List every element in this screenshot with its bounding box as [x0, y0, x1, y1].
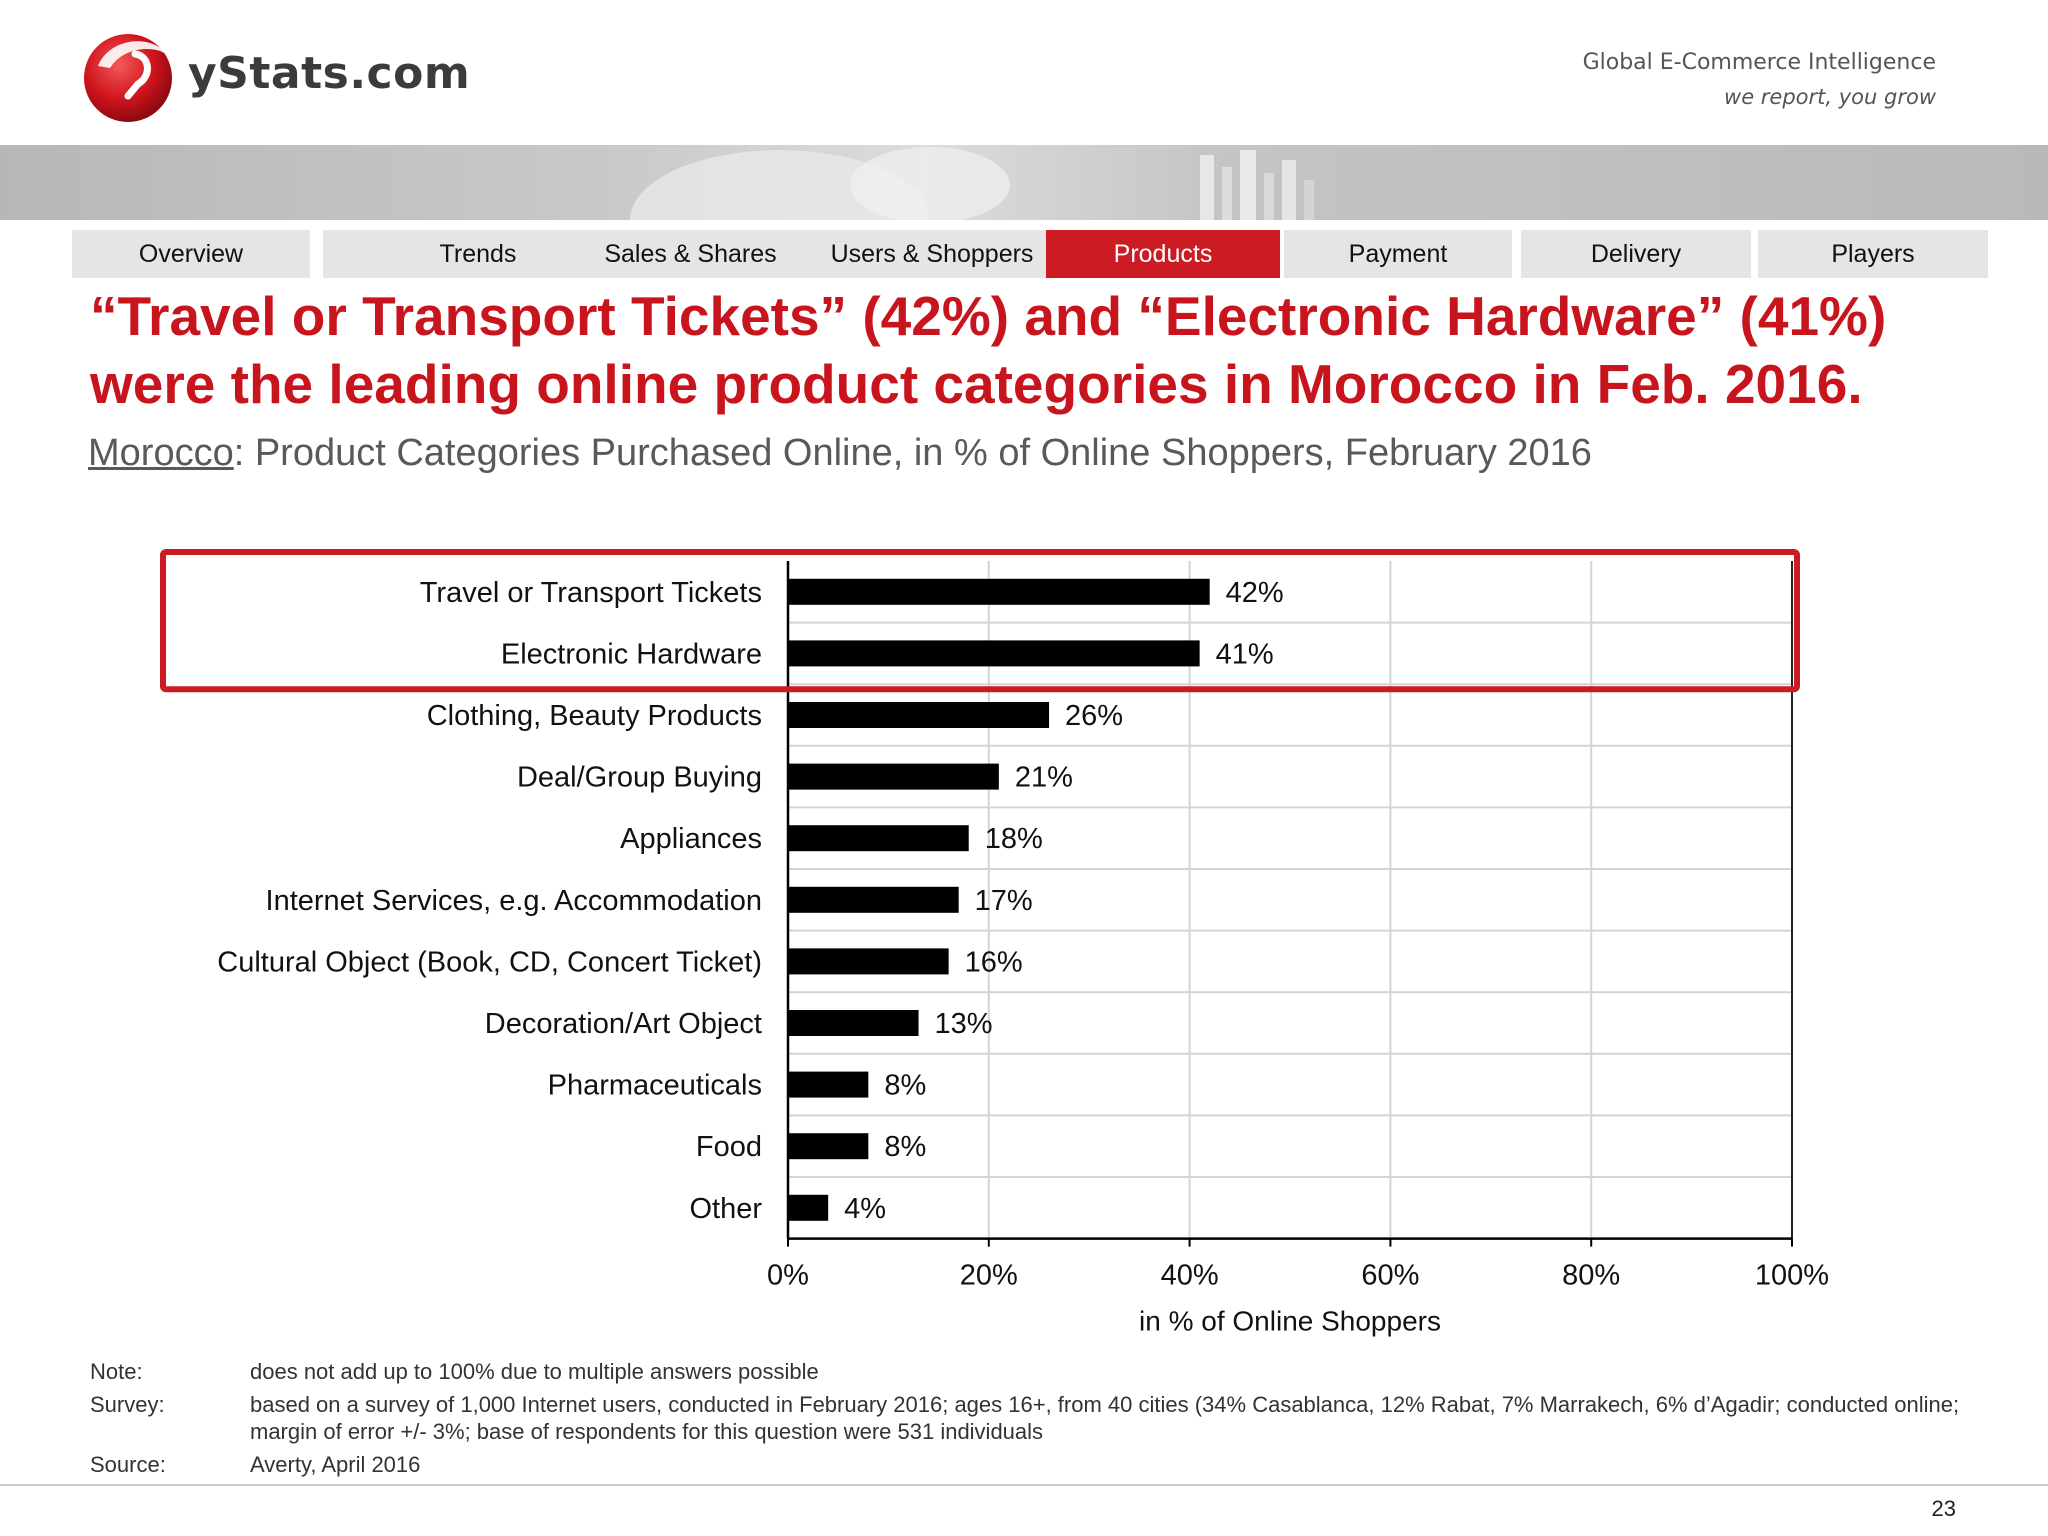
- value-label: 21%: [1015, 762, 1073, 794]
- tab-delivery[interactable]: Delivery: [1521, 230, 1751, 278]
- category-label: Internet Services, e.g. Accommodation: [266, 885, 762, 917]
- tagline: Global E-Commerce Intelligence we report…: [1583, 50, 1936, 109]
- bar: [788, 825, 969, 852]
- x-tick-label: 40%: [1161, 1260, 1219, 1292]
- section-nav: Overview Trends Sales & Shares Users & S…: [72, 230, 1990, 278]
- header-banner: [0, 145, 2048, 220]
- source-key: Source:: [90, 1452, 166, 1477]
- logo-text: yStats.com: [188, 48, 471, 99]
- ystats-logo-mark-icon: [84, 34, 172, 122]
- category-label: Electronic Hardware: [501, 638, 762, 670]
- x-tick-label: 20%: [960, 1260, 1018, 1292]
- bar: [788, 1133, 869, 1160]
- category-label: Clothing, Beauty Products: [427, 700, 762, 732]
- footer-divider: [0, 1484, 2048, 1486]
- value-label: 4%: [844, 1193, 886, 1225]
- x-tick-label: 0%: [767, 1260, 809, 1292]
- bar: [788, 578, 1210, 605]
- note-key: Note:: [90, 1359, 143, 1384]
- survey-key: Survey:: [90, 1392, 165, 1417]
- bar: [788, 702, 1050, 728]
- bar: [788, 1194, 829, 1221]
- x-tick-label: 60%: [1361, 1260, 1419, 1292]
- value-label: 26%: [1065, 700, 1123, 732]
- chart-subtitle: Morocco: Product Categories Purchased On…: [88, 432, 1592, 475]
- subtitle-country[interactable]: Morocco: [88, 432, 234, 474]
- survey-text: based on a survey of 1,000 Internet user…: [250, 1392, 1960, 1444]
- note-row: Note: does not add up to 100% due to mul…: [90, 1358, 1970, 1385]
- tab-overview[interactable]: Overview: [72, 230, 310, 278]
- subtitle-text: : Product Categories Purchased Online, i…: [233, 432, 1592, 474]
- notes-section: Note: does not add up to 100% due to mul…: [90, 1358, 1970, 1484]
- tab-payment[interactable]: Payment: [1284, 230, 1512, 278]
- page-number: 23: [1931, 1496, 1956, 1521]
- value-label: 8%: [884, 1131, 926, 1163]
- tagline-line-2: we report, you grow: [1724, 85, 1936, 109]
- note-text: does not add up to 100% due to multiple …: [250, 1359, 819, 1384]
- value-label: 8%: [884, 1070, 926, 1102]
- x-tick-label: 100%: [1755, 1260, 1829, 1292]
- category-label: Pharmaceuticals: [548, 1070, 762, 1102]
- x-axis-title: in % of Online Shoppers: [1139, 1306, 1441, 1337]
- bar: [788, 1071, 869, 1098]
- value-label: 18%: [985, 823, 1043, 855]
- value-label: 17%: [975, 885, 1033, 917]
- value-label: 42%: [1226, 577, 1284, 609]
- category-label: Deal/Group Buying: [517, 762, 762, 794]
- category-label: Appliances: [620, 823, 762, 855]
- ystats-logo[interactable]: yStats.com: [80, 26, 500, 136]
- value-label: 41%: [1216, 638, 1274, 670]
- header: yStats.com Global E-Commerce Intelligenc…: [0, 0, 2048, 145]
- source-text: Averty, April 2016: [250, 1452, 421, 1477]
- category-label: Other: [689, 1193, 762, 1225]
- survey-row: Survey: based on a survey of 1,000 Inter…: [90, 1391, 1970, 1445]
- tab-sales-shares[interactable]: Sales & Shares: [570, 230, 811, 278]
- bar: [788, 1010, 919, 1036]
- bar: [788, 763, 999, 790]
- banner-decoration: [630, 147, 1314, 220]
- category-label: Decoration/Art Object: [485, 1008, 762, 1040]
- value-label: 13%: [935, 1008, 993, 1040]
- value-label: 16%: [965, 946, 1023, 978]
- category-label: Cultural Object (Book, CD, Concert Ticke…: [217, 946, 762, 978]
- bar: [788, 948, 949, 975]
- source-row: Source: Averty, April 2016: [90, 1451, 1970, 1478]
- bar: [788, 640, 1200, 667]
- category-label: Travel or Transport Tickets: [420, 577, 762, 609]
- page-title: “Travel or Transport Tickets” (42%) and …: [90, 285, 1887, 415]
- bar: [788, 886, 959, 913]
- tab-products[interactable]: Products: [1046, 230, 1280, 278]
- x-tick-label: 80%: [1562, 1260, 1620, 1292]
- category-label: Food: [696, 1131, 762, 1163]
- tagline-line-1: Global E-Commerce Intelligence: [1582, 50, 1936, 75]
- tab-players[interactable]: Players: [1758, 230, 1988, 278]
- tab-users-shoppers[interactable]: Users & Shoppers: [811, 230, 1053, 278]
- highlight-box: [160, 549, 1800, 693]
